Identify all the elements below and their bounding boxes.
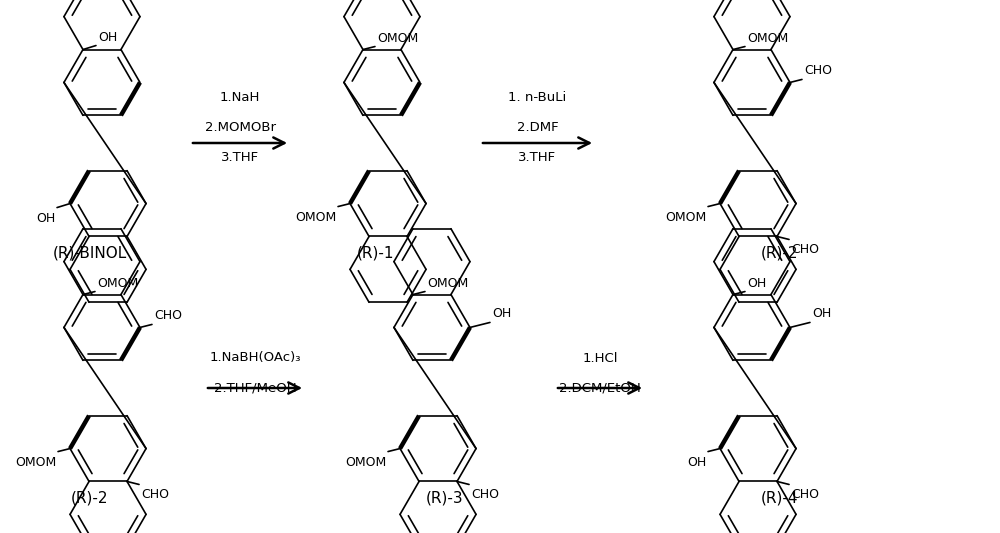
Text: OMOM: OMOM xyxy=(97,277,138,289)
Text: OH: OH xyxy=(812,308,831,320)
Text: 3.THF: 3.THF xyxy=(221,151,259,165)
Text: CHO: CHO xyxy=(791,244,819,256)
Text: CHO: CHO xyxy=(141,488,169,502)
Text: 2.DCM/EtOH: 2.DCM/EtOH xyxy=(559,382,641,394)
Text: CHO: CHO xyxy=(791,488,819,502)
Text: (R)-4: (R)-4 xyxy=(761,490,799,505)
Text: CHO: CHO xyxy=(804,64,832,77)
Text: 3.THF: 3.THF xyxy=(518,151,557,165)
Text: OMOM: OMOM xyxy=(15,456,56,469)
Text: (R)-BINOL: (R)-BINOL xyxy=(53,246,127,261)
Text: OMOM: OMOM xyxy=(665,211,706,223)
Text: (R)-1: (R)-1 xyxy=(356,246,394,261)
Text: 1. n-BuLi: 1. n-BuLi xyxy=(508,92,567,104)
Text: OMOM: OMOM xyxy=(345,456,386,469)
Text: CHO: CHO xyxy=(471,488,499,502)
Text: OMOM: OMOM xyxy=(377,31,418,45)
Text: 1.NaBH(OAc)₃: 1.NaBH(OAc)₃ xyxy=(209,351,301,365)
Text: 1.NaH: 1.NaH xyxy=(220,92,260,104)
Text: OH: OH xyxy=(687,456,706,469)
Text: (R)-2: (R)-2 xyxy=(71,490,109,505)
Text: CHO: CHO xyxy=(154,310,182,322)
Text: OMOM: OMOM xyxy=(427,277,468,289)
Text: 2.DMF: 2.DMF xyxy=(517,122,558,134)
Text: OH: OH xyxy=(36,212,55,224)
Text: (R)-3: (R)-3 xyxy=(426,490,464,505)
Text: 2.THF/MeOH: 2.THF/MeOH xyxy=(214,382,296,394)
Text: OMOM: OMOM xyxy=(295,211,336,223)
Text: 2.MOMOBr: 2.MOMOBr xyxy=(205,122,276,134)
Text: OH: OH xyxy=(747,277,766,289)
Text: 1.HCl: 1.HCl xyxy=(582,351,618,365)
Text: OH: OH xyxy=(98,30,117,44)
Text: OH: OH xyxy=(492,308,511,320)
Text: (R)-2: (R)-2 xyxy=(761,246,799,261)
Text: OMOM: OMOM xyxy=(747,31,788,45)
